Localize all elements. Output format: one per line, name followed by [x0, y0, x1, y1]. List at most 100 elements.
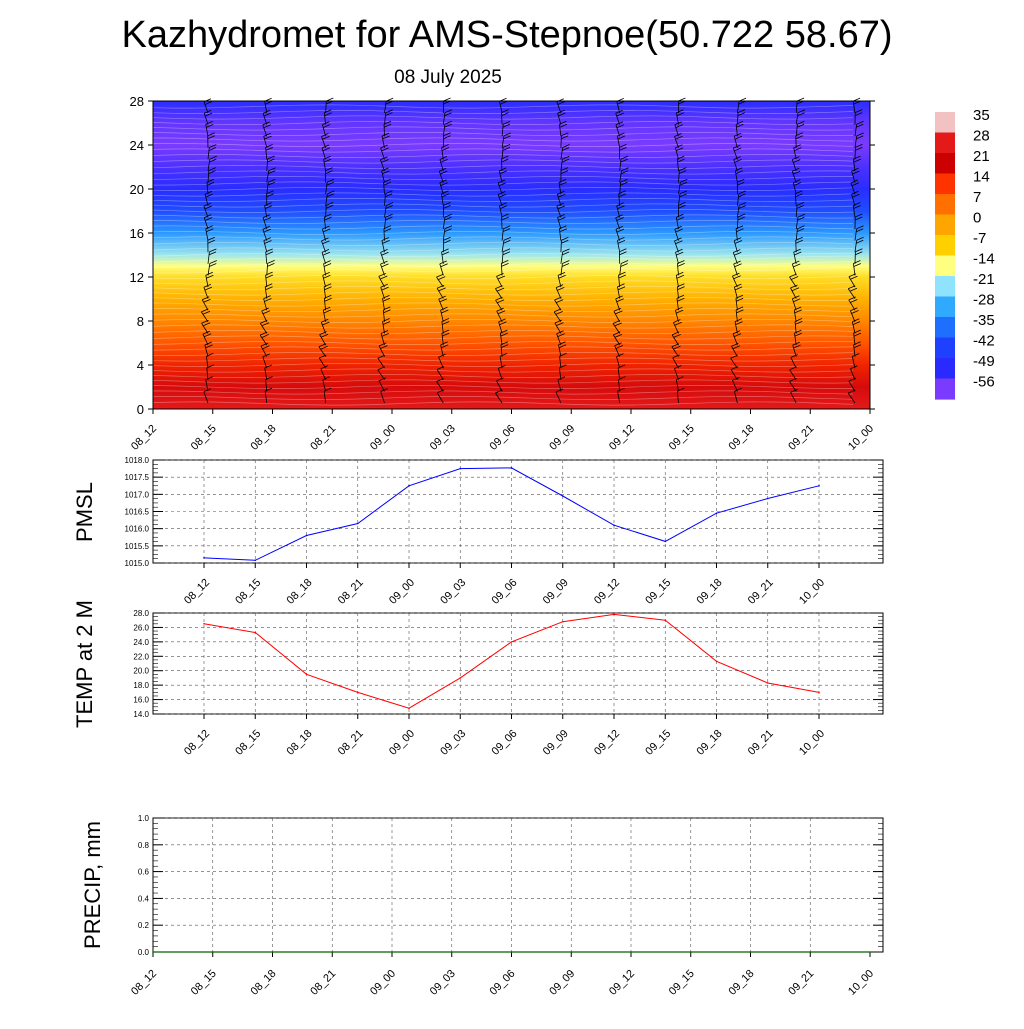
minor-ticks: [153, 613, 883, 714]
data-point: [818, 692, 820, 694]
y-tick-label: 12: [130, 270, 144, 285]
x-tick-label: 08_18: [249, 968, 279, 998]
x-tick-label: 09_06: [490, 577, 520, 607]
x-tick-label: 08_18: [285, 577, 315, 607]
y-tick-label: 1018.0: [125, 456, 150, 465]
y-tick-label: 1017.5: [125, 473, 150, 482]
colorbar-swatch: [935, 235, 955, 256]
x-tick-label: 09_12: [592, 577, 622, 607]
colorbar-label: -14: [973, 251, 995, 268]
data-point: [332, 951, 334, 953]
y-tick-label: 1.0: [138, 814, 150, 823]
x-tick-label: 09_03: [438, 577, 468, 607]
data-point: [767, 682, 769, 684]
x-tick-label: 08_21: [336, 577, 366, 607]
colorbar-swatch: [935, 317, 955, 338]
data-point: [152, 951, 154, 953]
x-tick-label: 09_15: [643, 728, 673, 758]
minor-ticks: [153, 818, 883, 952]
colorbar-label: 35: [973, 107, 990, 124]
x-tick-label: 08_12: [182, 728, 212, 758]
data-point: [451, 951, 453, 953]
x-tick-label: 09_15: [667, 968, 697, 998]
data-point: [690, 951, 692, 953]
x-tick-label: 09_06: [488, 423, 518, 453]
y-tick-label: 8: [137, 314, 144, 329]
x-tick-label: 08_12: [129, 423, 159, 453]
x-tick-label: 09_03: [438, 728, 468, 758]
y-tick-label: 1015.5: [125, 542, 150, 551]
x-tick-label: 09_00: [387, 577, 417, 607]
data-point: [203, 623, 205, 625]
colorbar-swatch: [935, 153, 955, 174]
data-point: [716, 661, 718, 663]
data-point: [511, 951, 513, 953]
wind-barb: [796, 240, 797, 252]
y-tick-label: 4: [137, 358, 144, 373]
panel-frame: [153, 818, 883, 952]
y-tick-label: 1016.5: [125, 508, 150, 517]
colorbar-label: -28: [973, 292, 995, 309]
x-tick-label: 09_00: [368, 423, 398, 453]
colorbar-label: -49: [973, 353, 995, 370]
y-tick-label: 1015.0: [125, 559, 150, 568]
colorbar-swatch: [935, 297, 955, 318]
x-tick-label: 09_12: [607, 968, 637, 998]
x-tick-label: 08_15: [233, 577, 263, 607]
x-tick-label: 09_09: [541, 728, 571, 758]
x-tick-label: 08_15: [189, 423, 219, 453]
colorbar-swatch: [935, 276, 955, 297]
x-tick-label: 09_00: [368, 968, 398, 998]
panel-grid: [153, 613, 883, 714]
x-tick-label: 08_18: [249, 423, 279, 453]
x-tick-label: 09_06: [490, 728, 520, 758]
data-point: [306, 535, 308, 537]
chart-title: Kazhydromet for AMS-Stepnoe(50.722 58.67…: [121, 14, 892, 56]
data-point: [869, 951, 871, 953]
colorbar-label: -56: [973, 374, 995, 391]
x-tick-label: 08_15: [189, 968, 219, 998]
x-tick-label: 08_21: [336, 728, 366, 758]
panel-frame: [153, 613, 883, 714]
y-axis-label: PRECIP, mm: [80, 821, 105, 949]
colorbar-swatch: [935, 194, 955, 215]
x-tick-label: 09_12: [607, 423, 637, 453]
x-tick-label: 09_15: [667, 423, 697, 453]
x-tick-label: 09_06: [488, 968, 518, 998]
data-point: [665, 541, 667, 543]
y-tick-label: 20.0: [133, 667, 149, 676]
y-tick-label: 18.0: [133, 681, 149, 690]
x-tick-label: 09_03: [428, 968, 458, 998]
colorbar-swatch: [935, 133, 955, 154]
data-point: [203, 557, 205, 559]
y-tick-label: 20: [130, 182, 144, 197]
x-tick-label: 09_15: [643, 577, 673, 607]
colorbar-label: -42: [973, 333, 995, 350]
y-tick-label: 1017.0: [125, 490, 150, 499]
wind-barb: [384, 124, 385, 136]
x-tick-label: 09_21: [746, 728, 776, 758]
y-tick-label: 0.4: [138, 894, 150, 903]
x-tick-label: 09_12: [592, 728, 622, 758]
x-tick-label: 09_18: [695, 728, 725, 758]
y-tick-label: 22.0: [133, 652, 149, 661]
y-tick-label: 24.0: [133, 638, 149, 647]
x-tick-label: 09_09: [541, 577, 571, 607]
data-point: [272, 951, 274, 953]
data-point: [562, 495, 564, 497]
data-point: [255, 560, 257, 562]
y-tick-label: 26.0: [133, 623, 149, 632]
x-tick-label: 09_18: [727, 968, 757, 998]
data-point: [408, 707, 410, 709]
colorbar-swatch: [935, 379, 955, 400]
x-tick-label: 09_21: [786, 968, 816, 998]
data-point: [212, 951, 214, 953]
x-tick-label: 08_21: [308, 423, 338, 453]
data-point: [408, 485, 410, 487]
data-point: [613, 614, 615, 616]
x-tick-label: 10_00: [797, 728, 827, 758]
y-tick-label: 1016.0: [125, 525, 150, 534]
y-tick-label: 14.0: [133, 710, 149, 719]
data-point: [750, 951, 752, 953]
